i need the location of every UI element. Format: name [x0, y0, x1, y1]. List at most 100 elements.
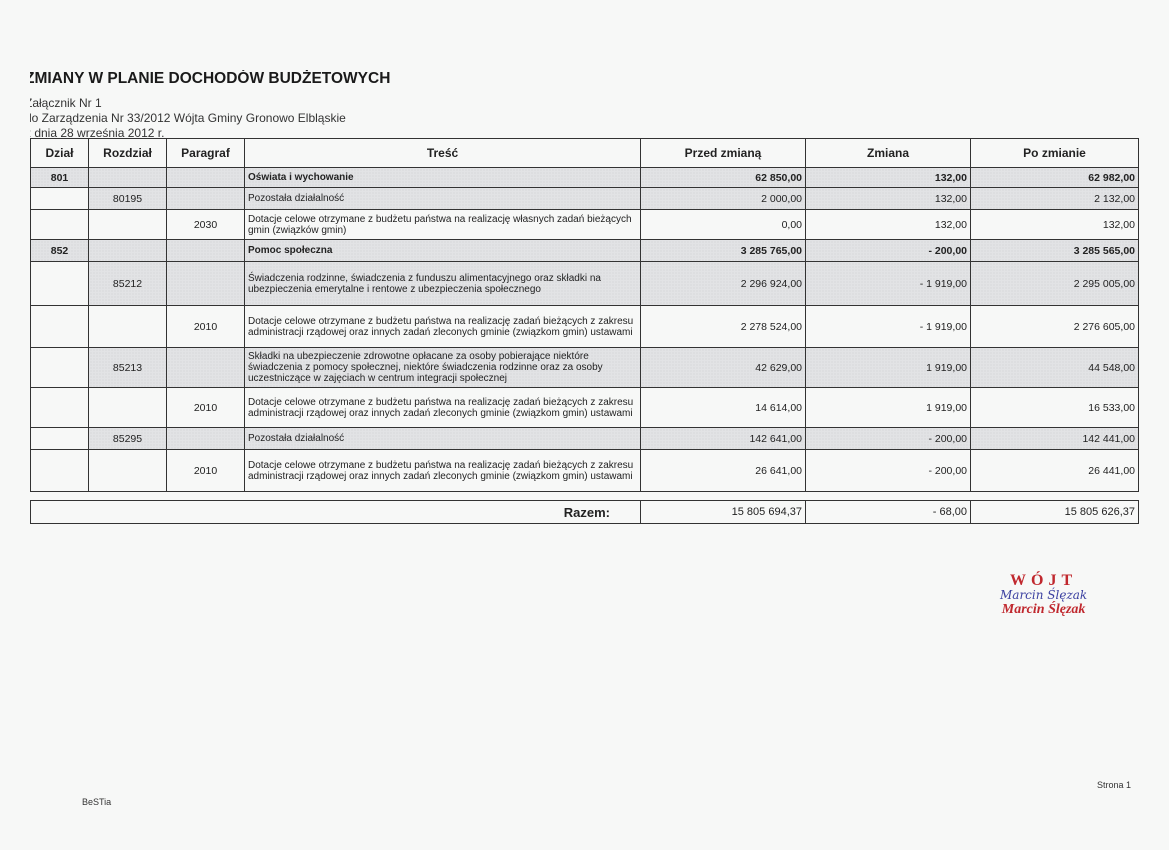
cell-tresc: Świadczenia rodzinne, świadczenia z fund… — [244, 261, 641, 306]
cell-rozdzial: 85212 — [88, 261, 167, 306]
cell-przed: 142 641,00 — [640, 427, 806, 450]
cell-dzial: 852 — [30, 239, 89, 262]
cell-po: 132,00 — [970, 209, 1139, 240]
column-header-przed: Przed zmianą — [640, 138, 806, 168]
cell-dzial: 801 — [30, 167, 89, 188]
table-row: 801 Oświata i wychowanie 62 850,00 132,00 62… — [30, 167, 1139, 188]
cell-zmiana: - 200,00 — [805, 239, 971, 262]
cell-rozdzial — [88, 305, 167, 348]
cell-zmiana: 132,00 — [805, 209, 971, 240]
cell-tresc: Pozostała działalność — [244, 427, 641, 450]
cell-tresc: Składki na ubezpieczenie zdrowotne opłac… — [244, 347, 641, 388]
footer-software: BeSTia — [82, 797, 112, 807]
cell-rozdzial: 80195 — [88, 187, 167, 210]
cell-paragraf — [166, 261, 245, 306]
cell-rozdzial: 85295 — [88, 427, 167, 450]
total-row: Razem: 15 805 694,37 - 68,00 15 805 626,… — [30, 500, 1139, 524]
cell-zmiana: 132,00 — [805, 167, 971, 188]
attachment-label: Załącznik Nr 1 — [30, 96, 102, 110]
cell-po: 3 285 565,00 — [970, 239, 1139, 262]
cell-po: 142 441,00 — [970, 427, 1139, 450]
cell-zmiana: - 1 919,00 — [805, 305, 971, 348]
cell-paragraf: 2010 — [166, 449, 245, 492]
cell-paragraf — [166, 347, 245, 388]
cell-zmiana: 1 919,00 — [805, 387, 971, 428]
cell-dzial — [30, 187, 89, 210]
cell-po: 2 276 605,00 — [970, 305, 1139, 348]
cell-przed: 0,00 — [640, 209, 806, 240]
table-row: 2010 Dotacje celowe otrzymane z budżetu p… — [30, 305, 1139, 348]
cell-dzial — [30, 347, 89, 388]
handwritten-signature: Marcin Ślęzak — [1000, 588, 1088, 602]
cell-zmiana: 1 919,00 — [805, 347, 971, 388]
table-row: 85212 Świadczenia rodzinne, świadczenia z… — [30, 261, 1139, 306]
table-row: 2010 Dotacje celowe otrzymane z budżetu p… — [30, 387, 1139, 428]
cell-przed: 14 614,00 — [640, 387, 806, 428]
stamp-name: Marcin Ślęzak — [1001, 602, 1086, 617]
cell-dzial — [30, 449, 89, 492]
cell-przed: 26 641,00 — [640, 449, 806, 492]
column-header-po: Po zmianie — [970, 138, 1139, 168]
cell-paragraf: 2010 — [166, 387, 245, 428]
table-row: 80195 Pozostała działalność 2 000,00 132,00… — [30, 187, 1139, 210]
column-header-paragraf: Paragraf — [166, 138, 245, 168]
mayor-stamp: WÓJT Marcin Ślęzak Marcin Ślęzak — [1000, 572, 1087, 618]
cell-po: 62 982,00 — [970, 167, 1139, 188]
cell-tresc: Dotacje celowe otrzymane z budżetu państ… — [244, 387, 641, 428]
table-row: 2010 Dotacje celowe otrzymane z budżetu p… — [30, 449, 1139, 492]
column-header-rozdzial: Rozdział — [88, 138, 167, 168]
table-row: 2030 Dotacje celowe otrzymane z budżetu p… — [30, 209, 1139, 240]
cell-tresc: Pomoc społeczna — [244, 239, 641, 262]
budget-changes-table: Dział Rozdział Paragraf Treść Przed zmianą Zm… — [30, 138, 1139, 492]
total-label: Razem: — [30, 500, 641, 524]
total-change: - 68,00 — [805, 500, 971, 524]
cell-przed: 42 629,00 — [640, 347, 806, 388]
cell-dzial — [30, 305, 89, 348]
cell-przed: 2 000,00 — [640, 187, 806, 210]
stamp-title: WÓJT — [1010, 572, 1078, 589]
cell-dzial — [30, 427, 89, 450]
cell-tresc: Dotacje celowe otrzymane z budżetu państ… — [244, 209, 641, 240]
table-row: 85295 Pozostała działalność 142 641,00- 20… — [30, 427, 1139, 450]
cell-po: 44 548,00 — [970, 347, 1139, 388]
column-header-dzial: Dział — [30, 138, 89, 168]
cell-rozdzial — [88, 209, 167, 240]
document-title: ZMIANY W PLANIE DOCHODÓW BUDŻETOWYCH — [30, 70, 391, 87]
table-header: Dział Rozdział Paragraf Treść Przed zmianą Zm… — [30, 138, 1139, 168]
cell-rozdzial — [88, 449, 167, 492]
column-header-tresc: Treść — [244, 138, 641, 168]
table-row: 852 Pomoc społeczna 3 285 765,00- 200,00 3 … — [30, 239, 1139, 262]
cell-dzial — [30, 261, 89, 306]
column-header-zmiana: Zmiana — [805, 138, 971, 168]
cell-paragraf — [166, 239, 245, 262]
table-row: 85213 Składki na ubezpieczenie zdrowotne … — [30, 347, 1139, 388]
cell-paragraf — [166, 187, 245, 210]
total-after: 15 805 626,37 — [970, 500, 1139, 524]
cell-po: 2 295 005,00 — [970, 261, 1139, 306]
cell-paragraf: 2010 — [166, 305, 245, 348]
cell-po: 16 533,00 — [970, 387, 1139, 428]
cell-przed: 3 285 765,00 — [640, 239, 806, 262]
cell-rozdzial — [88, 167, 167, 188]
cell-paragraf — [166, 167, 245, 188]
cell-tresc: Dotacje celowe otrzymane z budżetu państ… — [244, 305, 641, 348]
cell-dzial — [30, 209, 89, 240]
cell-paragraf — [166, 427, 245, 450]
cell-tresc: Oświata i wychowanie — [244, 167, 641, 188]
cell-dzial — [30, 387, 89, 428]
total-before: 15 805 694,37 — [640, 500, 806, 524]
cell-rozdzial — [88, 387, 167, 428]
cell-tresc: Pozostała działalność — [244, 187, 641, 210]
cell-po: 26 441,00 — [970, 449, 1139, 492]
cell-zmiana: 132,00 — [805, 187, 971, 210]
cell-zmiana: - 1 919,00 — [805, 261, 971, 306]
cell-zmiana: - 200,00 — [805, 427, 971, 450]
ordinance-date: z dnia 28 września 2012 r. — [30, 126, 165, 140]
cell-przed: 2 278 524,00 — [640, 305, 806, 348]
cell-zmiana: - 200,00 — [805, 449, 971, 492]
cell-rozdzial — [88, 239, 167, 262]
cell-przed: 2 296 924,00 — [640, 261, 806, 306]
cell-paragraf: 2030 — [166, 209, 245, 240]
page-number: Strona 1 — [1097, 780, 1132, 790]
cell-po: 2 132,00 — [970, 187, 1139, 210]
